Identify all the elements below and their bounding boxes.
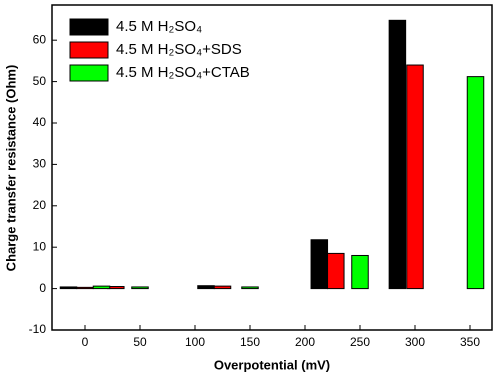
bar bbox=[92, 285, 111, 290]
legend-label: 4.5 M H₂SO₄ bbox=[116, 18, 202, 35]
x-tick-label: 300 bbox=[405, 335, 425, 349]
bar bbox=[197, 285, 215, 290]
x-tick-label: 200 bbox=[295, 335, 315, 349]
x-tick-label: 250 bbox=[350, 335, 370, 349]
x-tick-label: 350 bbox=[460, 335, 480, 349]
bar bbox=[388, 19, 407, 290]
x-tick-label: 100 bbox=[185, 335, 205, 349]
x-tick-label: 0 bbox=[82, 335, 89, 349]
y-axis-label: Charge transfer resistance (Ohm) bbox=[3, 65, 18, 272]
bar bbox=[466, 76, 485, 290]
bar bbox=[327, 252, 345, 290]
y-tick-label: 30 bbox=[33, 157, 47, 171]
bar bbox=[351, 254, 369, 290]
y-tick-label: 20 bbox=[33, 198, 47, 212]
y-tick-label: -10 bbox=[29, 322, 47, 336]
legend-swatch bbox=[69, 18, 109, 36]
legend-swatch bbox=[69, 64, 109, 82]
legend-swatch bbox=[69, 41, 109, 59]
y-tick-label: 50 bbox=[33, 74, 47, 88]
bar bbox=[241, 286, 259, 290]
y-tick-label: 10 bbox=[33, 239, 47, 253]
bar bbox=[76, 286, 94, 290]
bar bbox=[406, 64, 424, 290]
bar bbox=[59, 286, 78, 290]
plot-frame bbox=[51, 4, 493, 331]
legend-label: 4.5 M H₂SO₄+SDS bbox=[116, 41, 242, 58]
bar bbox=[131, 286, 149, 290]
bar bbox=[213, 285, 232, 290]
x-tick-label: 150 bbox=[240, 335, 260, 349]
legend-label: 4.5 M H₂SO₄+CTAB bbox=[116, 64, 250, 81]
y-tick-label: 0 bbox=[39, 281, 46, 295]
bar bbox=[310, 239, 329, 290]
y-tick-label: 40 bbox=[33, 115, 47, 129]
x-axis-label: Overpotential (mV) bbox=[214, 357, 330, 372]
x-tick-label: 50 bbox=[133, 335, 147, 349]
y-tick-label: 60 bbox=[33, 32, 47, 46]
